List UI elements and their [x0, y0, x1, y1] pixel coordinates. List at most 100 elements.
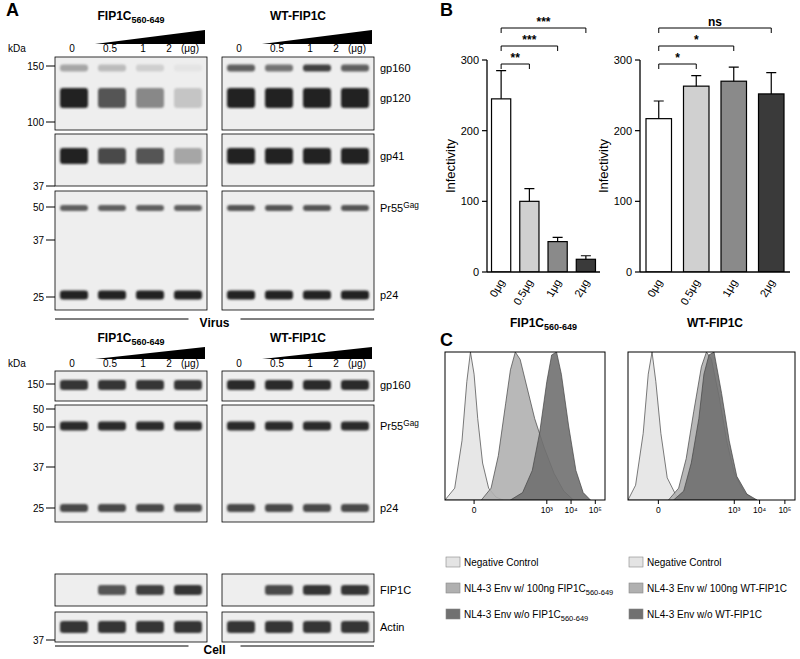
band — [136, 148, 164, 164]
y-tick-label: 200 — [614, 125, 632, 137]
bar — [576, 259, 595, 272]
y-tick — [635, 271, 640, 272]
band — [136, 205, 164, 211]
dose-unit: (μg) — [181, 358, 199, 369]
subscript: 560-649 — [561, 614, 589, 623]
dose-label: 0.5 — [103, 43, 117, 54]
error-bar — [729, 67, 739, 81]
section-rule — [241, 319, 375, 320]
band-label: p24 — [380, 289, 398, 301]
group-title: FIP1C560-649 — [97, 331, 164, 347]
band — [341, 621, 369, 633]
y-tick — [482, 59, 487, 60]
band — [136, 380, 164, 390]
band — [341, 88, 369, 108]
blot-frame — [55, 191, 207, 310]
blot-frame — [55, 405, 207, 522]
y-tick-label: 0 — [473, 266, 479, 278]
band — [227, 65, 255, 72]
y-tick-label: 300 — [461, 54, 479, 66]
bar-chart: 0100200300Infectivity0μg0.5μg1μg2μgWT-FI… — [596, 15, 790, 330]
x-tick — [759, 500, 760, 504]
dose-label: 0.5 — [270, 358, 284, 369]
band — [60, 422, 88, 431]
x-tick — [474, 500, 475, 504]
band — [227, 585, 255, 595]
band — [174, 380, 202, 390]
x-tick — [658, 500, 659, 504]
band — [60, 504, 88, 512]
band — [98, 291, 126, 300]
y-tick-label: 0 — [626, 266, 632, 278]
marker-tick — [46, 207, 55, 208]
band — [227, 621, 255, 633]
error-bar — [553, 237, 563, 241]
blot-frame — [55, 612, 207, 642]
legend-label: Negative Control — [647, 557, 721, 568]
group-title: FIP1C560-649 — [97, 9, 164, 25]
group-title: WT-FIP1C — [270, 9, 326, 23]
y-tick-label: 200 — [461, 125, 479, 137]
x-tick-label: 10⁴ — [565, 505, 578, 515]
band — [174, 65, 202, 72]
blot-frame — [222, 405, 374, 522]
error-bar — [654, 101, 664, 119]
band — [303, 148, 331, 164]
dose-label: 0 — [236, 358, 242, 369]
x-tick — [595, 500, 596, 504]
dose-label: 2 — [333, 358, 339, 369]
x-axis-label: FIP1C560-649 — [510, 316, 577, 332]
band — [303, 380, 331, 390]
band — [303, 422, 331, 431]
band — [227, 380, 255, 390]
subscript: 560-649 — [586, 588, 614, 597]
marker-label: 50 — [33, 422, 45, 433]
category-label: 2μg — [572, 277, 592, 299]
marker-tick — [46, 384, 55, 385]
band — [98, 65, 126, 72]
band — [265, 205, 293, 211]
blot-frame — [222, 574, 374, 606]
blot-frame — [55, 371, 207, 401]
marker-tick — [46, 297, 55, 298]
superscript: Gag — [403, 201, 419, 210]
marker-tick — [46, 427, 55, 428]
legend-label: Negative Control — [464, 557, 538, 568]
dose-label: 2 — [166, 358, 172, 369]
marker-tick — [46, 409, 55, 410]
marker-label: 37 — [33, 181, 45, 192]
band — [174, 291, 202, 300]
bar — [548, 242, 567, 272]
marker-label: 25 — [33, 503, 45, 514]
histogram-chart: 010³10⁴10⁵Negative ControlNL4-3 Env w/ 1… — [445, 352, 613, 623]
bar — [684, 86, 710, 272]
blot-frame — [55, 57, 207, 130]
band — [303, 88, 331, 108]
y-tick-label: 100 — [461, 195, 479, 207]
dose-label: 2 — [333, 43, 339, 54]
band-label: gp160 — [380, 62, 411, 74]
category-label: 0.5μg — [511, 277, 535, 307]
legend-label: NL4-3 Env w/ 100ng FIP1C560-649 — [464, 583, 613, 597]
y-tick — [482, 130, 487, 131]
kda-label: kDa — [8, 358, 26, 369]
band — [60, 148, 88, 164]
legend-swatch — [629, 609, 643, 619]
marks — [646, 67, 784, 272]
band — [98, 422, 126, 431]
marker-tick — [46, 240, 55, 241]
marker-label: 150 — [27, 61, 44, 72]
band-label: gp41 — [380, 150, 404, 162]
x-tick-label: 0 — [656, 505, 661, 515]
subscript: 560-649 — [544, 322, 577, 332]
histogram-area — [510, 352, 590, 500]
band — [265, 585, 293, 595]
marker-label: 37 — [33, 462, 45, 473]
panel-label: B — [440, 0, 453, 20]
band-label: Actin — [380, 621, 404, 633]
x-axis-label: WT-FIP1C — [687, 316, 743, 330]
marks — [628, 352, 757, 500]
marker-label: 50 — [33, 202, 45, 213]
band — [174, 205, 202, 211]
x-axis — [640, 271, 790, 272]
